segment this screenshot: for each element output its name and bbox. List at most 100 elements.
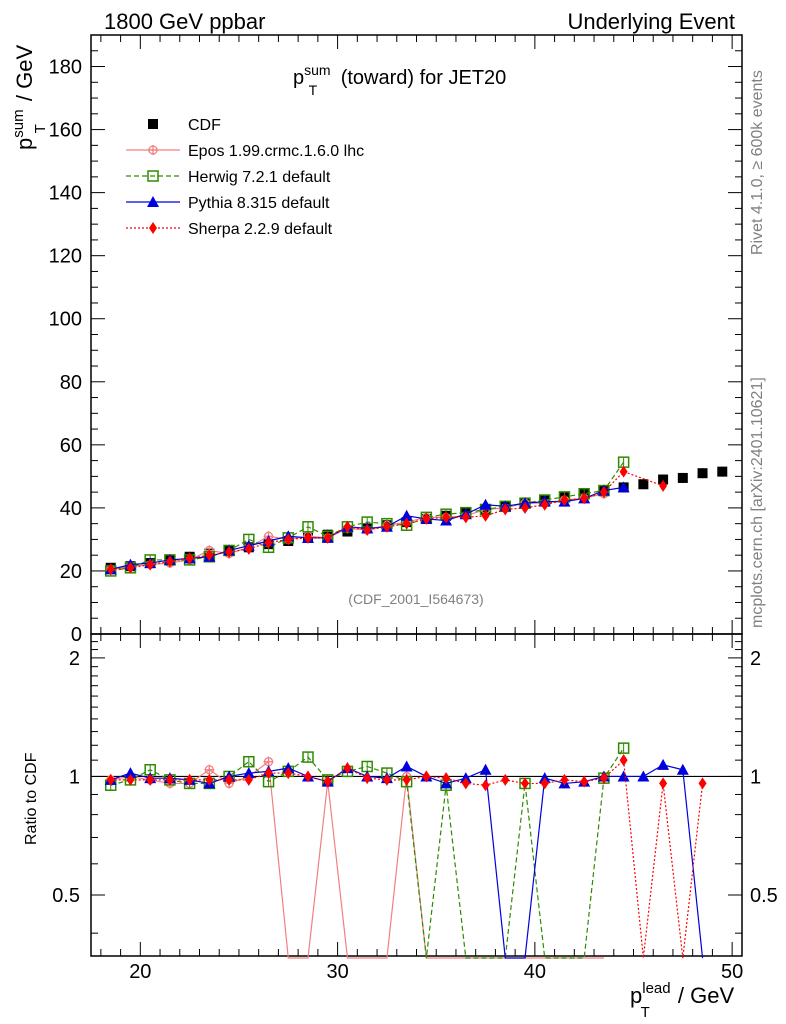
herwig-point (302, 521, 314, 533)
sherpa-point (461, 511, 470, 524)
sherpa-point (284, 533, 293, 546)
sherpa-point (146, 558, 155, 571)
legend-label-herwig: Herwig 7.2.1 default (188, 169, 331, 186)
series-herwig (104, 456, 630, 577)
ratio-epos-line (110, 760, 604, 959)
main-y-axis-label: psum T / GeV (10, 45, 49, 150)
ratio-sherpa-point (659, 777, 668, 790)
ratio-y-tick-label: 1 (69, 766, 80, 788)
x-tick-label: 20 (129, 961, 151, 983)
ratio-sherpa-point (304, 770, 312, 783)
legend-label-epos: Epos 1.99.crmc.1.6.0 lhc (188, 143, 364, 160)
ratio-sherpa-point (599, 772, 608, 785)
ratio-sherpa-point (323, 775, 332, 788)
main-plot: 0 20 40 60 80 100 120 140 160 180 (49, 34, 743, 646)
sherpa-point (560, 494, 569, 507)
sherpa-point (126, 561, 135, 574)
ratio-pythia-point (124, 767, 137, 779)
sherpa-point (343, 520, 352, 533)
sherpa-point (363, 523, 372, 536)
plot-title: psum T (toward) for JET20 (293, 62, 506, 98)
ratio-sherpa-point (363, 772, 372, 785)
cdf-point (697, 468, 708, 479)
sherpa-point (580, 492, 589, 505)
ratio-sherpa-point (205, 773, 214, 786)
ratio-sherpa-point (481, 779, 490, 792)
ratio-sherpa-point (225, 773, 234, 786)
ratio-pythia-point (242, 767, 255, 779)
cdf-point (677, 472, 688, 483)
legend-entry-cdf: CDF (148, 117, 221, 134)
ratio-pythia-point (617, 770, 630, 782)
sherpa-point (402, 517, 411, 530)
analysis-reference: (CDF_2001_I564673) (348, 591, 483, 607)
ratio-sherpa-point (185, 773, 194, 786)
sherpa-point (264, 536, 273, 549)
x-axis-label: plead T / GeV (630, 980, 734, 1021)
sherpa-point (481, 509, 490, 522)
ratio-sherpa-point (580, 775, 589, 788)
ratio-series-epos (105, 756, 604, 959)
sherpa-point (422, 512, 431, 525)
legend-label-sherpa: Sherpa 2.2.9 default (188, 221, 333, 238)
sherpa-point (323, 531, 332, 544)
ratio-pythia-point (400, 760, 413, 772)
ratio-sherpa-point (126, 773, 135, 786)
ratio-sherpa-point (521, 777, 529, 790)
ratio-sherpa-point (343, 762, 352, 775)
legend-marker-pythia (147, 196, 159, 207)
y-tick-label: 40 (60, 498, 82, 520)
ratio-y-tick-label: 0.5 (52, 885, 80, 907)
pythia-point (617, 481, 630, 493)
sherpa-point (619, 465, 628, 478)
ratio-sherpa-point (382, 773, 391, 786)
legend: CDF Epos 1.99.crmc.1.6.0 lhc Herwig 7.2.1 … (126, 117, 364, 238)
sherpa-point (185, 552, 194, 565)
ratio-sherpa-point (422, 770, 431, 783)
y-tick-label: 0 (71, 624, 82, 646)
ratio-pythia-line (110, 764, 704, 959)
ratio-plot-frame (90, 633, 743, 957)
ratio-sherpa-point (619, 754, 628, 767)
ratio-sherpa-point (244, 773, 253, 786)
pythia-point (479, 498, 492, 510)
sherpa-point (501, 503, 510, 516)
cdf-point (658, 474, 669, 485)
sherpa-point (165, 555, 174, 568)
x-tick-label: 40 (524, 961, 546, 983)
ratio-sherpa-point (264, 767, 273, 780)
ratio-sherpa-point (165, 773, 174, 786)
legend-entry-herwig: Herwig 7.2.1 default (126, 169, 331, 186)
ratio-sherpa-point (402, 773, 411, 786)
pythia-point (400, 509, 413, 521)
ratio-sherpa-point (560, 773, 569, 786)
legend-entry-sherpa: Sherpa 2.2.9 default (126, 221, 333, 238)
y-tick-label: 140 (49, 183, 82, 205)
x-tick-label: 50 (721, 961, 743, 983)
ratio-sherpa-point (146, 773, 155, 786)
ratio-y-tick-label: 2 (69, 648, 80, 670)
ratio-sherpa-point (501, 773, 510, 786)
ratio-sherpa-line (110, 758, 704, 959)
sherpa-point (304, 531, 312, 544)
legend-label-pythia: Pythia 8.315 default (188, 195, 330, 212)
sherpa-point (599, 486, 608, 499)
ratio-pythia-point (637, 770, 650, 782)
ratio-y-tick-label-right: 1 (750, 766, 761, 788)
y-tick-label: 60 (60, 435, 82, 457)
ratio-sherpa-point (540, 777, 549, 790)
y-tick-label: 80 (60, 372, 82, 394)
ratio-sherpa-point (442, 772, 451, 785)
ratio-herwig-point (617, 742, 630, 754)
mcplots-label: mcplots.cern.ch [arXiv:2401.10621] (749, 377, 766, 628)
ratio-y-tick-label-right: 2 (750, 648, 761, 670)
cdf-point (638, 479, 649, 490)
ratio-pythia-point (479, 763, 492, 775)
ratio-plot: 20 30 40 50 0.5 0.5 1 1 2 2 (52, 633, 778, 983)
ratio-pythia-point (676, 763, 689, 775)
sherpa-line (110, 470, 664, 570)
legend-marker-herwig (147, 170, 159, 182)
legend-entry-epos: Epos 1.99.crmc.1.6.0 lhc (126, 143, 364, 160)
sherpa-point (382, 520, 391, 533)
ratio-herwig-point (243, 755, 255, 768)
